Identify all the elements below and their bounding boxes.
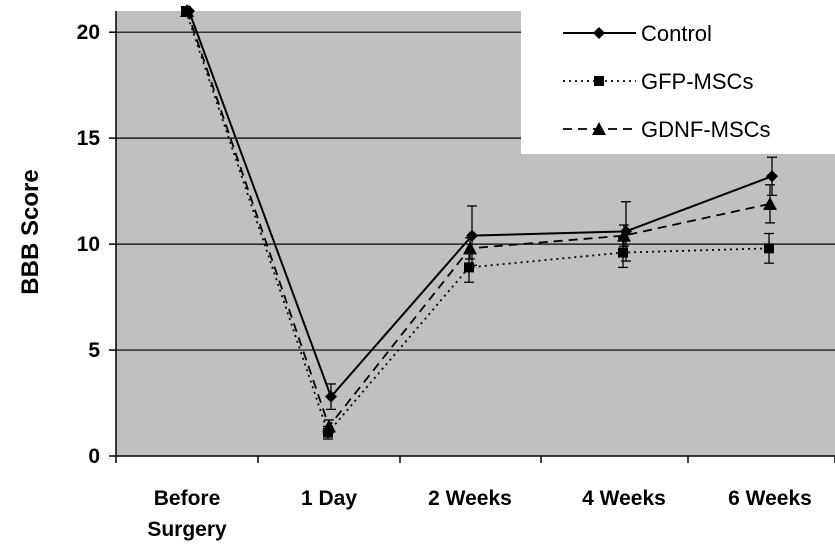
data-point	[766, 170, 778, 183]
y-tick-label: 5	[88, 339, 100, 362]
x-tick-label-line: 2 Weeks	[428, 487, 512, 510]
data-point	[180, 4, 194, 17]
data-point	[325, 390, 337, 403]
legend-label: Control	[641, 21, 712, 46]
legend-marker	[594, 76, 604, 86]
x-tick-labels: Before Surgery 1 Day 2 Weeks 4 Weeks 6 Weeks	[147, 487, 812, 541]
legend: Control GFP-MSCs GDNF-MSCs	[521, 0, 835, 154]
x-tick-label-line: Before	[154, 487, 221, 510]
x-tick-label: 2 Weeks	[428, 487, 512, 510]
legend-label: GDNF-MSCs	[641, 117, 771, 142]
y-axis-title: BBB Score	[17, 169, 44, 294]
x-tick-label: 6 Weeks	[728, 487, 812, 510]
legend-marker	[593, 27, 605, 39]
data-point	[322, 419, 336, 433]
data-point	[618, 247, 628, 258]
data-point	[464, 262, 474, 273]
x-tick-label: Before Surgery	[147, 487, 227, 541]
data-point	[617, 228, 631, 242]
x-tick-label-line: 6 Weeks	[728, 487, 812, 510]
data-point	[466, 229, 478, 242]
x-tick-label-line: 1 Day	[301, 487, 357, 510]
x-tick-label: 1 Day	[301, 487, 357, 510]
y-tick-labels: 0 5 10 15 20	[77, 21, 101, 468]
x-tick-label-line: Surgery	[147, 518, 227, 541]
legend-box	[521, 0, 835, 154]
series-line	[185, 10, 770, 435]
x-tick-label-line: 4 Weeks	[582, 487, 666, 510]
series-group	[180, 4, 778, 440]
data-point	[763, 196, 777, 210]
y-tick-label: 20	[77, 21, 100, 44]
legend-marker	[592, 122, 606, 135]
axes	[109, 11, 835, 463]
data-point	[764, 243, 774, 254]
y-tick-label: 15	[77, 127, 101, 150]
data-point	[463, 241, 477, 255]
series-gdnf-mscs	[180, 4, 777, 434]
y-tick-label: 10	[77, 233, 100, 256]
x-tick-label: 4 Weeks	[582, 487, 666, 510]
legend-label: GFP-MSCs	[641, 69, 753, 94]
y-tick-label: 0	[88, 445, 100, 468]
